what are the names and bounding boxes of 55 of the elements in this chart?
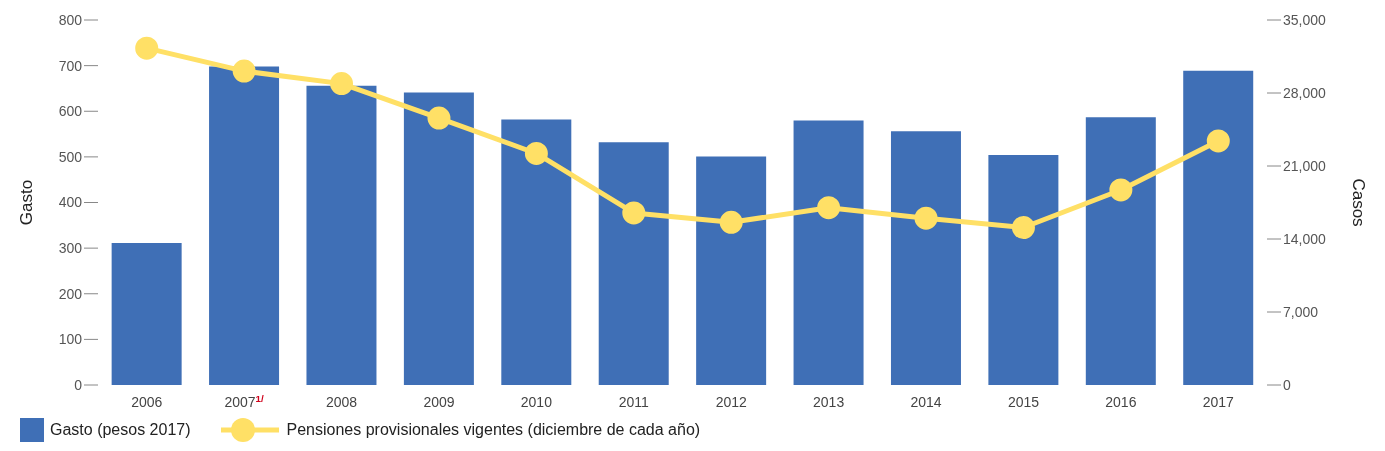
- y2-tick-label: 28,000: [1283, 84, 1327, 101]
- point: [817, 196, 841, 220]
- point: [330, 72, 354, 96]
- y-tick-label: 700: [58, 57, 83, 74]
- x-tick-label: 2006: [131, 394, 163, 410]
- bar: [1183, 70, 1254, 385]
- y2-tick-label: 14,000: [1283, 230, 1327, 247]
- legend-label: Pensiones provisionales vigentes (diciembre de cada año): [286, 421, 701, 439]
- point: [427, 106, 451, 130]
- legend-label: Gasto (pesos 2017): [50, 421, 191, 439]
- x-tick-label: 2009: [423, 394, 455, 410]
- y2-tick-label: 35,000: [1283, 11, 1327, 28]
- bar: [306, 85, 377, 385]
- bar: [988, 155, 1059, 385]
- x-tick-label: 2016: [1105, 394, 1137, 410]
- x-tick-label: 2013: [813, 394, 845, 410]
- bar: [696, 156, 767, 385]
- bar: [890, 131, 961, 385]
- bar: [209, 66, 280, 385]
- x-tick-label: 2017: [1202, 394, 1235, 410]
- point: [232, 59, 256, 83]
- point: [1109, 178, 1133, 202]
- y2-tick-label: 7,000: [1283, 303, 1319, 320]
- point: [524, 141, 548, 165]
- bar: [501, 119, 572, 385]
- y-tick-label: 800: [58, 11, 83, 28]
- bar: [598, 142, 669, 385]
- bar: [793, 120, 864, 385]
- y2-tick-label: 21,000: [1283, 157, 1327, 174]
- y-axis-title: Gasto: [17, 179, 37, 226]
- x-tick-label: 2007$^{1/}$: [224, 392, 265, 410]
- bar: [111, 243, 182, 385]
- bar: [1085, 117, 1156, 385]
- x-tick-label: 2014: [910, 394, 942, 410]
- y-tick-label: 100: [58, 331, 83, 348]
- y2-axis-title: Casos: [1348, 178, 1368, 227]
- x-tick-label: 2015: [1007, 394, 1040, 410]
- y-tick-label: 400: [58, 194, 83, 211]
- bar: [403, 92, 474, 385]
- y-tick-label: 300: [58, 240, 83, 257]
- y-tick-label: 200: [58, 285, 83, 302]
- point: [622, 201, 646, 225]
- point: [135, 36, 159, 60]
- point: [719, 210, 743, 234]
- y-tick-label: 500: [58, 148, 83, 165]
- point: [1011, 216, 1035, 240]
- x-tick-label: 2012: [715, 394, 747, 410]
- x-tick-label: 2008: [325, 394, 358, 410]
- y2-tick-label: 0: [1283, 376, 1291, 393]
- point: [914, 206, 938, 230]
- x-tick-label: 2011: [618, 394, 650, 410]
- point: [1206, 129, 1230, 153]
- y-tick-label: 600: [58, 103, 83, 120]
- x-tick-label: 2010: [520, 394, 553, 410]
- y-tick-label: 0: [74, 376, 83, 393]
